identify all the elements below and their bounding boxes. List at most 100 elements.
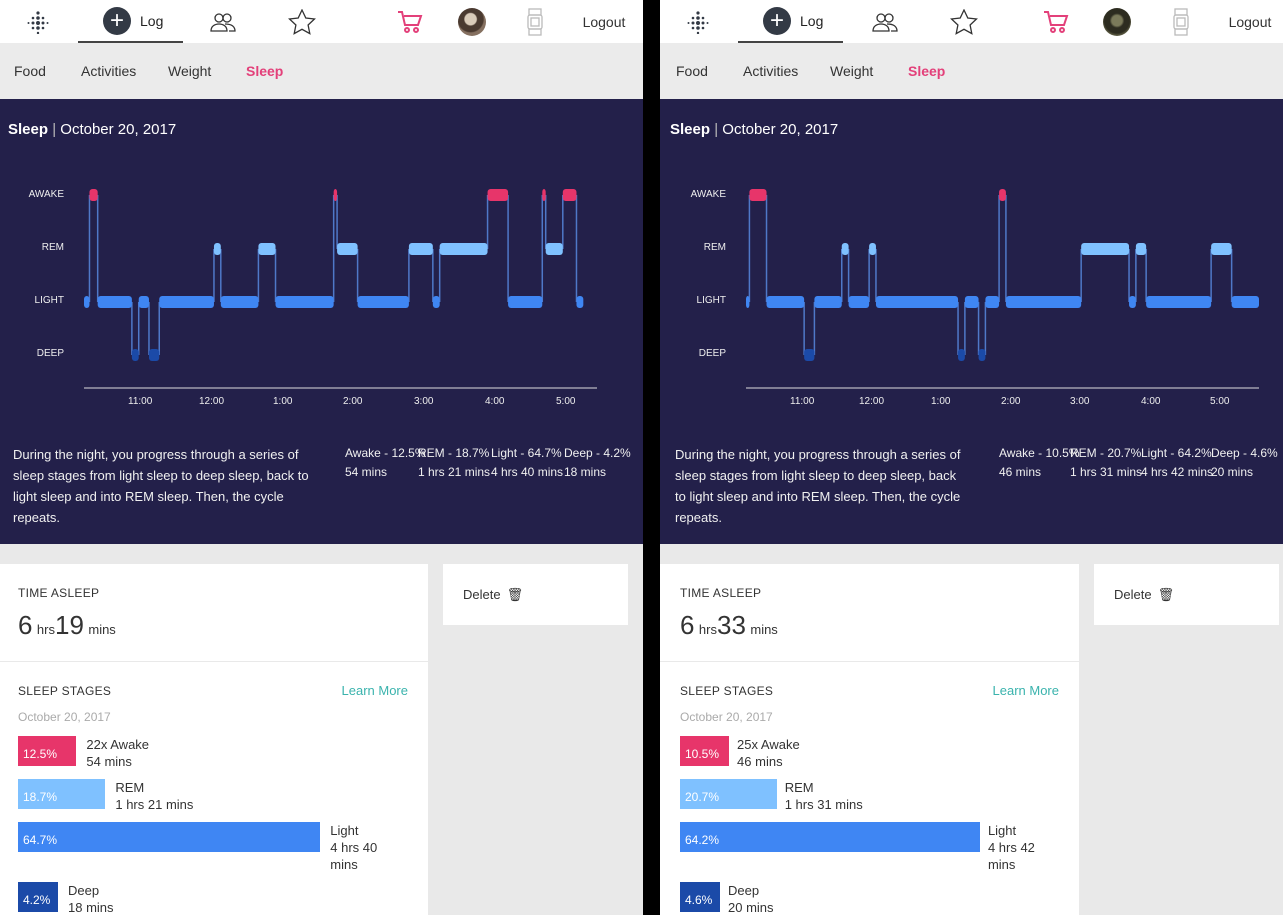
subnav-activities[interactable]: Activities <box>743 63 799 79</box>
tick-label: 2:00 <box>343 396 363 407</box>
stage-segment-light[interactable] <box>220 296 259 308</box>
sleep-description: During the night, you progress through a… <box>675 447 961 525</box>
cart-icon[interactable] <box>1042 0 1070 43</box>
star-icon[interactable] <box>949 0 979 43</box>
subnav-weight[interactable]: Weight <box>830 63 874 79</box>
log-tab[interactable]: + Log <box>78 0 183 43</box>
stage-segment-rem[interactable] <box>213 243 221 255</box>
hypnogram-chart[interactable] <box>0 99 643 399</box>
watch-icon[interactable] <box>524 0 546 43</box>
stat-awake-label: Awake - 10.5% <box>999 446 1080 460</box>
stage-segment-rem[interactable] <box>841 243 849 255</box>
learn-more-link[interactable]: Learn More <box>341 683 408 698</box>
stage-segment-deep[interactable] <box>978 349 986 361</box>
stage-label-light: LIGHT <box>696 295 726 306</box>
profile-avatar[interactable] <box>1103 0 1131 43</box>
stage-bar-light: 64.2% <box>680 822 980 852</box>
friends-icon[interactable] <box>208 0 238 43</box>
subnav-food[interactable]: Food <box>676 63 708 79</box>
stage-segment-light[interactable] <box>848 296 870 308</box>
profile-avatar[interactable] <box>458 0 486 43</box>
delete-button[interactable]: Delete 🗑 <box>1094 564 1279 625</box>
stage-segment-rem[interactable] <box>545 243 563 255</box>
stage-segment-rem[interactable] <box>1135 243 1147 255</box>
stage-segment-light[interactable] <box>357 296 409 308</box>
stage-segment-light[interactable] <box>84 296 90 308</box>
delete-button[interactable]: Delete 🗑 <box>443 564 628 625</box>
logout-link[interactable]: Logout <box>580 0 628 43</box>
stage-segment-awake[interactable] <box>542 189 546 201</box>
fitbit-logo-icon[interactable] <box>24 0 52 43</box>
logout-link[interactable]: Logout <box>1226 0 1274 43</box>
tick-label: 12:00 <box>859 396 885 407</box>
subnav-sleep[interactable]: Sleep <box>246 63 284 79</box>
subnav-activities[interactable]: Activities <box>81 63 137 79</box>
stage-segment-awake[interactable] <box>333 189 338 201</box>
stage-segment-rem[interactable] <box>337 243 358 255</box>
stage-segment-light[interactable] <box>766 296 805 308</box>
stage-segment-light[interactable] <box>275 296 334 308</box>
stage-segment-light[interactable] <box>432 296 440 308</box>
stat-awake-dur: 46 mins <box>999 465 1042 479</box>
stage-segment-rem[interactable] <box>1211 243 1232 255</box>
top-nav: + Log Logout <box>660 0 1283 43</box>
stage-segment-deep[interactable] <box>131 349 139 361</box>
stage-segment-deep[interactable] <box>148 349 160 361</box>
hypnogram-chart[interactable] <box>660 99 1283 399</box>
stage-segment-light[interactable] <box>875 296 959 308</box>
stage-segment-light[interactable] <box>97 296 132 308</box>
stage-pct: 12.5% <box>23 747 58 761</box>
stage-segment-rem[interactable] <box>408 243 433 255</box>
stage-segment-deep[interactable] <box>958 349 965 361</box>
stage-segment-light[interactable] <box>964 296 979 308</box>
stage-segment-light[interactable] <box>1146 296 1212 308</box>
stage-info-awake: 25x Awake 46 mins <box>737 736 800 770</box>
stat-light-dur: 4 hrs 42 mins <box>1141 465 1214 479</box>
stage-segment-awake[interactable] <box>999 189 1006 201</box>
cart-icon[interactable] <box>396 0 424 43</box>
stage-segment-light[interactable] <box>159 296 214 308</box>
stat-deep: Deep - 4.2% 18 mins <box>564 444 631 482</box>
friends-icon[interactable] <box>870 0 900 43</box>
subnav-weight[interactable]: Weight <box>168 63 212 79</box>
avatar <box>1103 7 1131 36</box>
stage-segment-rem[interactable] <box>439 243 488 255</box>
stage-segment-awake[interactable] <box>562 189 577 201</box>
trash-icon: 🗑 <box>1157 587 1175 602</box>
stat-deep-label: Deep - 4.2% <box>564 446 631 460</box>
sleep-page-left: + Log Logout Food Activities Weight Slee… <box>0 0 643 915</box>
stage-segment-light[interactable] <box>985 296 1000 308</box>
stage-segment-light[interactable] <box>1129 296 1136 308</box>
subnav-food[interactable]: Food <box>14 63 46 79</box>
subnav-sleep[interactable]: Sleep <box>908 63 946 79</box>
star-icon[interactable] <box>287 0 317 43</box>
log-tab[interactable]: + Log <box>738 0 843 43</box>
stage-segment-awake[interactable] <box>487 189 509 201</box>
stage-segment-rem[interactable] <box>258 243 276 255</box>
hours-unit: hrs <box>36 622 55 637</box>
sub-nav: Food Activities Weight Sleep <box>0 43 643 99</box>
stage-pct: 64.2% <box>685 833 720 847</box>
stage-segment-light[interactable] <box>508 296 543 308</box>
stage-segment-deep[interactable] <box>804 349 815 361</box>
watch-icon[interactable] <box>1170 0 1192 43</box>
stage-segment-light[interactable] <box>814 296 842 308</box>
stage-segment-light[interactable] <box>746 296 750 308</box>
stage-segment-light[interactable] <box>576 296 584 308</box>
time-asleep-value: 6 hrs33 mins <box>680 610 778 641</box>
learn-more-link[interactable]: Learn More <box>992 683 1059 698</box>
stage-segment-rem[interactable] <box>869 243 876 255</box>
stage-segment-awake[interactable] <box>89 189 98 201</box>
time-asleep-card: TIME ASLEEP 6 hrs33 mins <box>660 564 1079 661</box>
stat-rem-dur: 1 hrs 21 mins <box>418 465 491 479</box>
stage-segment-awake[interactable] <box>749 189 767 201</box>
stage-segment-light[interactable] <box>138 296 149 308</box>
fitbit-logo-icon[interactable] <box>684 0 712 43</box>
stage-segment-light[interactable] <box>1231 296 1259 308</box>
stage-name: 22x Awake <box>86 737 150 752</box>
top-nav: + Log Logout <box>0 0 643 43</box>
stage-segment-light[interactable] <box>1005 296 1082 308</box>
stage-segment-rem[interactable] <box>1081 243 1130 255</box>
tick-label: 3:00 <box>414 396 434 407</box>
stage-name: Light <box>987 823 1017 838</box>
